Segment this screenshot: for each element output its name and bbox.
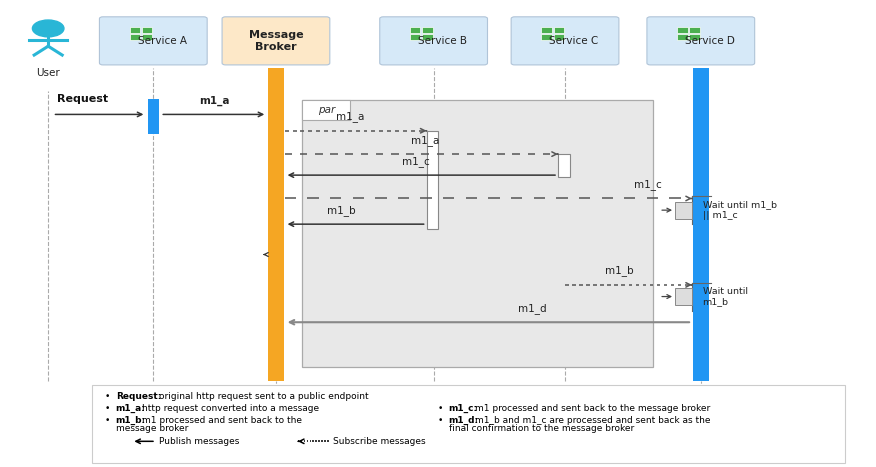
Bar (142, 28, 152, 33)
Text: m1_a:: m1_a: (116, 404, 145, 413)
Text: m1 processed and sent back to the message broker: m1 processed and sent back to the messag… (475, 404, 710, 413)
Text: •: • (438, 416, 443, 425)
Bar (142, 34, 152, 40)
Bar (92, 385, 845, 463)
Bar (302, 100, 653, 367)
Bar (410, 34, 420, 40)
Bar (422, 28, 433, 33)
Bar (693, 68, 709, 381)
Bar (675, 288, 692, 305)
Bar (554, 28, 564, 33)
Text: message broker: message broker (116, 424, 188, 432)
Bar (677, 28, 688, 33)
Bar (554, 34, 564, 40)
Bar (677, 34, 688, 40)
Text: Service D: Service D (685, 36, 734, 46)
FancyBboxPatch shape (99, 17, 207, 65)
Text: Wait until m1_b
|| m1_c: Wait until m1_b || m1_c (703, 200, 776, 220)
Text: Subscribe messages: Subscribe messages (333, 437, 426, 446)
Bar (689, 28, 700, 33)
Text: m1_c: m1_c (402, 156, 430, 167)
Text: m1_a: m1_a (200, 96, 230, 106)
FancyBboxPatch shape (302, 100, 350, 120)
Text: •: • (105, 404, 110, 413)
Bar (675, 202, 692, 219)
Bar (422, 34, 433, 40)
Bar (130, 34, 140, 40)
Text: par: par (318, 105, 335, 115)
FancyBboxPatch shape (646, 17, 755, 65)
FancyBboxPatch shape (512, 17, 618, 65)
Text: m1_d: m1_d (518, 303, 547, 314)
Text: •: • (105, 416, 110, 425)
Text: Service A: Service A (138, 36, 187, 46)
Text: m1_c:: m1_c: (449, 404, 477, 413)
Bar (130, 28, 140, 33)
Text: •: • (438, 404, 443, 413)
Bar (427, 131, 438, 229)
Text: m1_b: m1_b (605, 266, 634, 276)
Text: m1 processed and sent back to the: m1 processed and sent back to the (142, 416, 302, 425)
Text: Request:: Request: (116, 392, 161, 401)
FancyBboxPatch shape (223, 17, 329, 65)
Text: final confirmation to the message broker: final confirmation to the message broker (449, 424, 633, 432)
Bar (268, 68, 284, 381)
Text: m1_b:: m1_b: (116, 416, 145, 425)
Text: •: • (105, 392, 110, 401)
Text: User: User (36, 68, 60, 78)
Text: Request: Request (57, 94, 108, 104)
Bar (541, 28, 552, 33)
Bar (410, 28, 420, 33)
Text: Wait until
m1_b: Wait until m1_b (703, 287, 747, 306)
Text: m1_a: m1_a (411, 135, 439, 146)
Bar (148, 99, 159, 134)
Text: Service B: Service B (418, 36, 467, 46)
Bar (689, 34, 700, 40)
Bar (559, 154, 570, 177)
Text: m1_b: m1_b (328, 205, 356, 216)
Text: Message
Broker: Message Broker (249, 30, 303, 52)
Text: Publish messages: Publish messages (159, 437, 240, 446)
Text: Service C: Service C (549, 36, 598, 46)
Bar (541, 34, 552, 40)
Circle shape (32, 20, 64, 37)
Text: http request converted into a message: http request converted into a message (142, 404, 319, 413)
Text: m1_d:: m1_d: (449, 416, 478, 425)
Text: m1_a: m1_a (336, 112, 364, 122)
Text: m1_b and m1_c are processed and sent back as the: m1_b and m1_c are processed and sent bac… (475, 416, 710, 425)
FancyBboxPatch shape (379, 17, 487, 65)
Text: original http request sent to a public endpoint: original http request sent to a public e… (159, 392, 369, 401)
Text: m1_c: m1_c (634, 179, 662, 190)
